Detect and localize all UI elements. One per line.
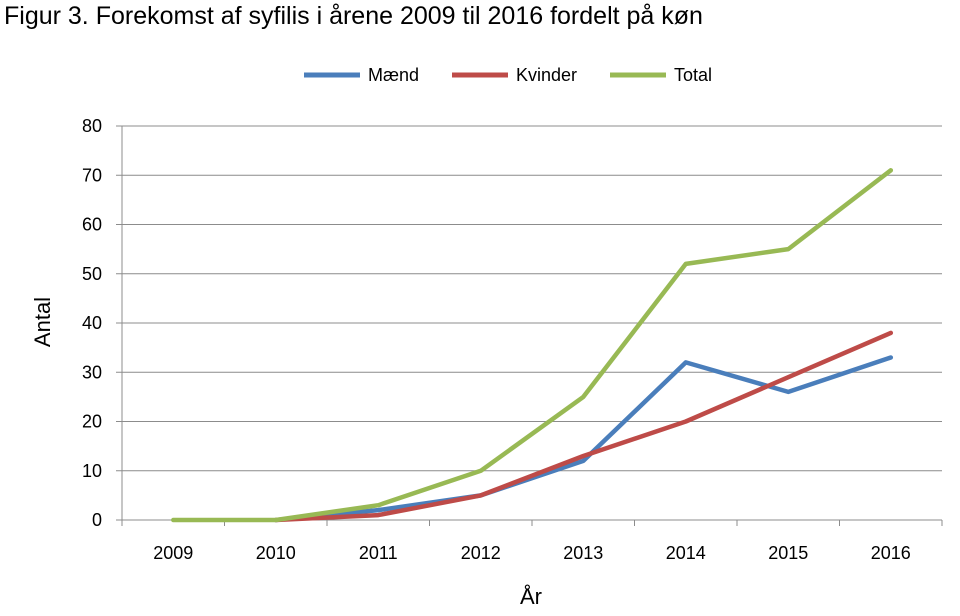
series-lines	[171, 168, 894, 523]
y-tick-label: 30	[82, 362, 102, 382]
x-tick-labels: 2009 2010 2011 2012 2013 2014 2015 2016	[153, 543, 911, 563]
legend-label: Kvinder	[516, 65, 577, 85]
series-line-mænd	[273, 355, 894, 523]
x-tick-label: 2012	[461, 543, 501, 563]
series-line-total	[171, 168, 894, 523]
axes	[116, 125, 943, 526]
gridlines	[122, 125, 942, 472]
y-axis-label: Antal	[30, 297, 55, 347]
y-tick-label: 50	[82, 264, 102, 284]
legend: Mænd Kvinder Total	[304, 65, 712, 85]
y-tick-label: 60	[82, 215, 102, 235]
legend-label: Total	[674, 65, 712, 85]
x-axis-label: År	[520, 584, 542, 609]
x-tick-label: 2010	[256, 543, 296, 563]
chart-title: Figur 3. Forekomst af syfilis i årene 20…	[4, 2, 703, 30]
x-tick-label: 2013	[563, 543, 603, 563]
x-tick-label: 2011	[359, 543, 398, 563]
x-tick-label: 2015	[768, 543, 808, 563]
x-tick-label: 2014	[666, 543, 706, 563]
x-tick-label: 2009	[153, 543, 193, 563]
y-tick-label: 70	[82, 165, 102, 185]
x-tick-label: 2016	[871, 543, 911, 563]
y-tick-label: 40	[82, 313, 102, 333]
y-tick-label: 20	[82, 412, 102, 432]
y-tick-label: 0	[92, 510, 102, 530]
legend-label: Mænd	[368, 65, 419, 85]
y-tick-labels: 0 10 20 30 40 50 60 70 80	[82, 116, 102, 530]
y-tick-label: 10	[82, 461, 102, 481]
series-line-kvinder	[273, 330, 894, 523]
y-tick-label: 80	[82, 116, 102, 136]
